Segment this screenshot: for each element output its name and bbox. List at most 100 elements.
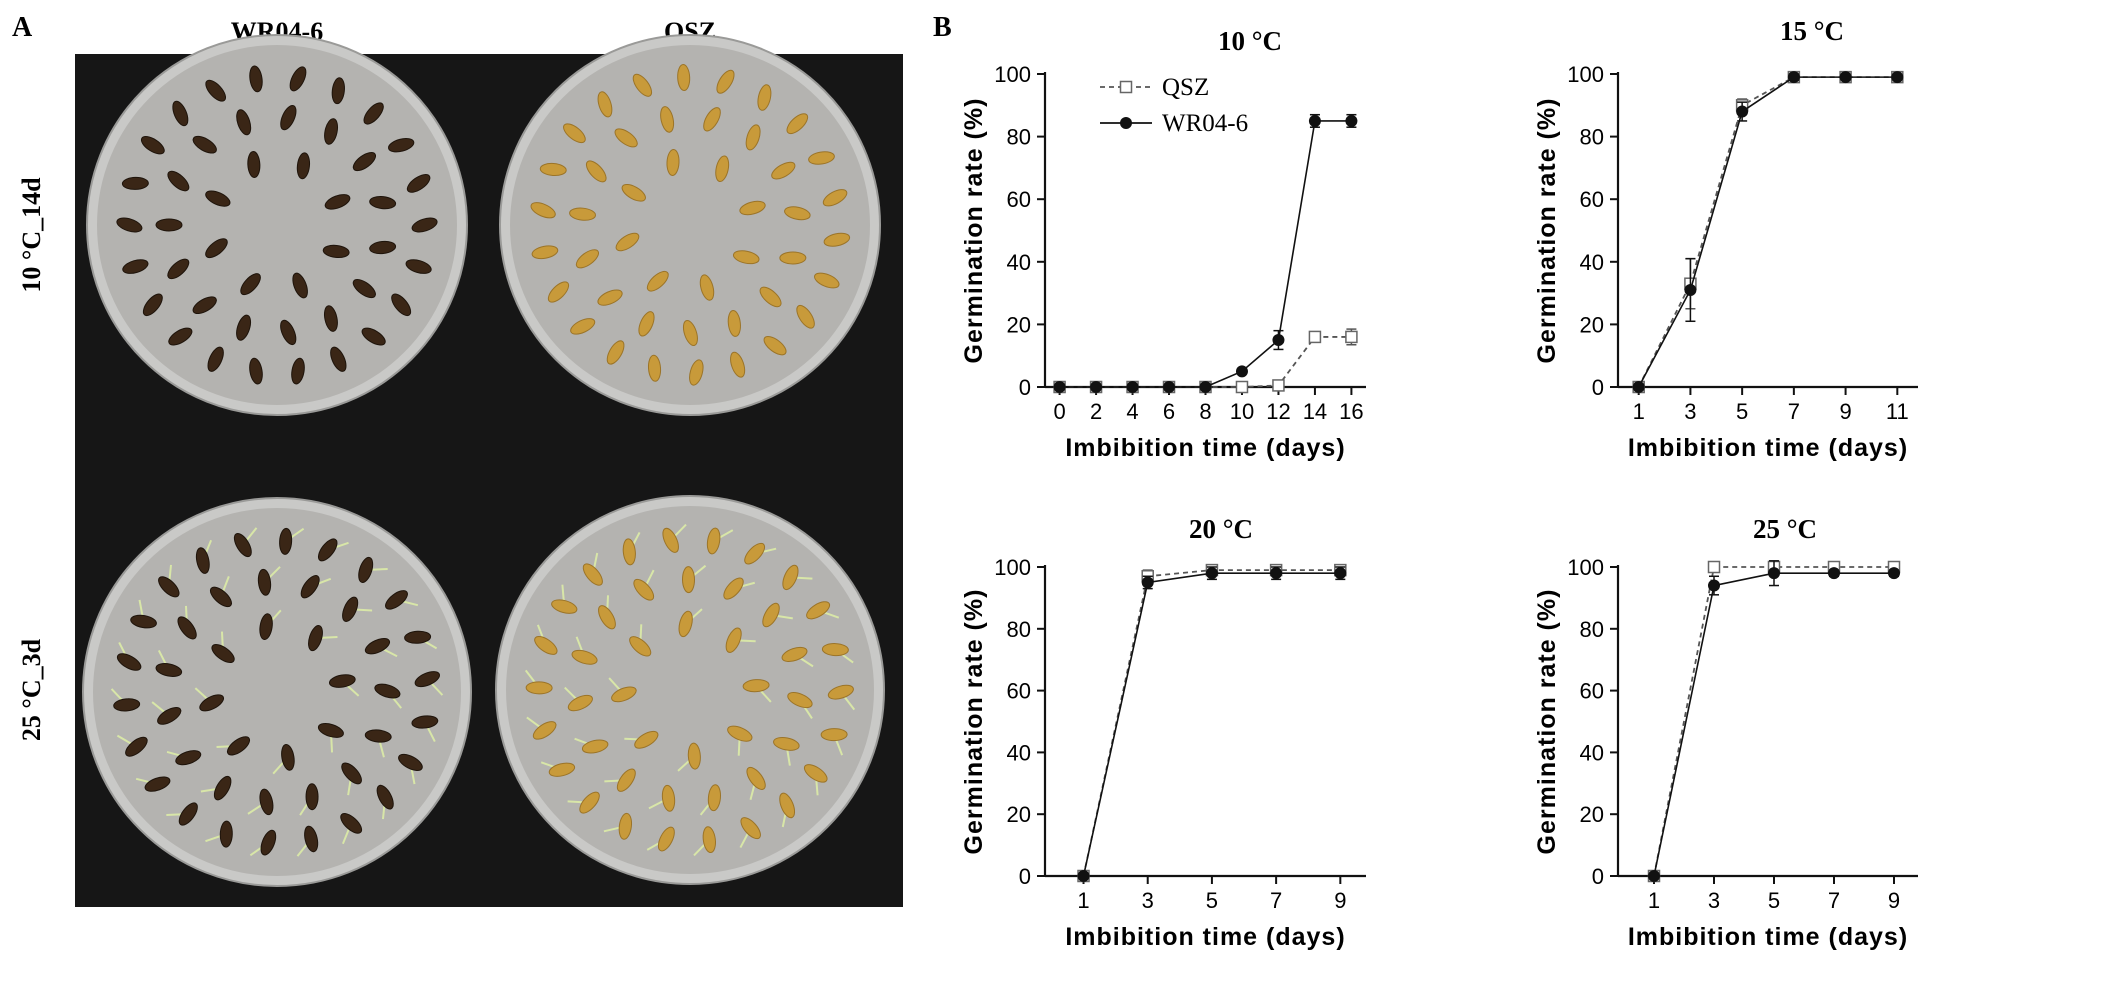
y-tick-label: 60: [1007, 679, 1031, 704]
seed: [342, 596, 359, 622]
data-point: [1077, 870, 1090, 882]
seed: [226, 736, 251, 756]
legend-marker: [1120, 117, 1132, 129]
data-point: [1736, 105, 1749, 118]
seed: [249, 357, 263, 385]
legend-marker: [1119, 80, 1133, 94]
seed: [305, 783, 319, 811]
seed: [827, 684, 854, 700]
seed-photo-panel: [75, 34, 903, 907]
data-point: [1839, 71, 1852, 84]
seed: [525, 681, 553, 695]
seed: [706, 527, 721, 555]
seed: [363, 102, 384, 125]
y-tick-label: 20: [1007, 312, 1031, 337]
seed: [406, 174, 431, 193]
series-line: [1082, 572, 1341, 877]
legend-label: WR04-6: [1162, 110, 1248, 137]
seed: [219, 820, 233, 848]
x-tick-label: 11: [1886, 399, 1909, 424]
series-line: [1637, 76, 1898, 388]
seed: [260, 829, 277, 856]
x-tick-label: 4: [1126, 399, 1138, 424]
x-tick-label: 9: [1334, 888, 1346, 913]
seed: [570, 318, 596, 335]
seed: [646, 270, 669, 292]
seed: [606, 340, 625, 365]
seed: [715, 155, 730, 183]
y-tick-label: 40: [1580, 250, 1604, 275]
seed: [621, 184, 646, 202]
seed: [236, 109, 252, 136]
seed: [638, 311, 655, 337]
y-tick-label: 100: [994, 555, 1031, 580]
seed: [317, 723, 344, 738]
seed: [205, 238, 228, 259]
seed: [779, 792, 796, 819]
data-point: [1648, 870, 1660, 882]
seed: [140, 136, 165, 155]
seed: [744, 542, 766, 565]
seed: [352, 152, 377, 172]
seed: [178, 802, 198, 826]
seed: [632, 73, 653, 97]
series-line: [1653, 572, 1894, 877]
seed: [259, 613, 273, 641]
panel-a-letter: A: [12, 12, 33, 43]
legend-label: QSZ: [1162, 74, 1209, 101]
seed: [281, 743, 295, 771]
y-tick-label: 20: [1007, 802, 1031, 827]
data-point: [1090, 381, 1103, 393]
seed: [376, 784, 394, 810]
seed: [547, 281, 570, 303]
seed: [598, 605, 616, 630]
data-point: [1126, 381, 1139, 393]
seed: [322, 244, 350, 259]
x-tick-label: 7: [1270, 888, 1282, 913]
x-tick-label: 10: [1230, 399, 1254, 424]
x-tick-label: 3: [1684, 399, 1696, 424]
seed: [172, 100, 189, 127]
data-point: [1632, 381, 1645, 393]
seed: [702, 826, 716, 854]
y-tick-label: 0: [1019, 864, 1031, 889]
seed: [563, 123, 586, 144]
seed: [308, 625, 323, 652]
y-tick-label: 100: [1567, 555, 1604, 580]
seed: [782, 564, 799, 591]
data-point: [1308, 330, 1322, 344]
x-tick-label: 16: [1339, 399, 1363, 424]
y-tick-label: 20: [1580, 312, 1604, 337]
row-label-25c-3d: 25 °C_3d: [17, 638, 46, 741]
seed: [236, 314, 252, 341]
chart-title: 10 °C: [1218, 26, 1282, 56]
seed: [374, 683, 401, 699]
seed: [551, 599, 578, 614]
series-line: [1653, 566, 1894, 877]
seed: [192, 296, 217, 315]
data-point: [1053, 381, 1066, 393]
seed: [157, 707, 182, 725]
series-qsz: [1632, 70, 1904, 394]
seed: [330, 346, 347, 372]
x-tick-label: 7: [1788, 399, 1800, 424]
seed: [703, 107, 721, 132]
dish-qsz-10c: [499, 34, 881, 416]
seed: [725, 627, 742, 653]
data-point: [1888, 567, 1900, 580]
seed: [773, 736, 800, 751]
data-point: [1199, 381, 1212, 393]
data-point: [1891, 71, 1904, 84]
y-tick-label: 100: [1567, 62, 1604, 87]
data-point: [1141, 576, 1154, 589]
x-axis-label: Imbibition time (days): [1628, 923, 1908, 951]
seed: [116, 653, 142, 671]
y-tick-label: 100: [994, 62, 1031, 87]
x-tick-label: 0: [1053, 399, 1065, 424]
seed: [707, 784, 722, 812]
seed: [142, 293, 163, 317]
seed: [167, 258, 190, 280]
seed: [822, 189, 848, 207]
y-tick-label: 0: [1592, 864, 1604, 889]
seed: [781, 646, 808, 663]
